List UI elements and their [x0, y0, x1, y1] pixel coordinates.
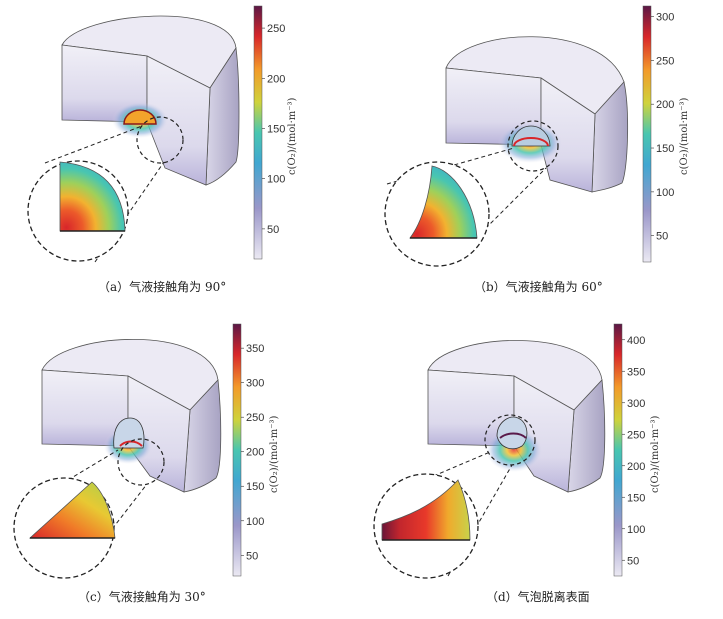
- colorbar-tick-label: 350: [246, 343, 264, 355]
- zoom-line-bottom: [94, 161, 165, 263]
- colorbar-ticks: 250 200 150 100 50: [262, 23, 285, 236]
- model-c: 350 300 250 200 150 100 50 c(O₂)/(mol·m⁻³): [13, 323, 280, 579]
- zoom-source-circle: [136, 116, 184, 164]
- colorbar-tick-label: 100: [246, 516, 264, 528]
- colorbar-tick-label: 250: [246, 412, 264, 424]
- colorbar-tick-label: 200: [267, 73, 285, 85]
- panel-d: 400 350 300 250 200 150 100 50 c(O₂)/(mol·m⁻³) …: [362, 318, 723, 619]
- colorbar-tick-label: 150: [267, 123, 285, 135]
- colorbar-tick-label: 100: [627, 524, 645, 536]
- colorbar-tick-label: 250: [627, 429, 645, 441]
- colorbar-title: c(O₂)/(mol·m⁻³): [287, 97, 298, 175]
- colorbar-title: c(O₂)/(mol·m⁻³): [679, 97, 690, 175]
- model-a: 250 200 150 100 50 c(O₂)/(mol·m⁻³): [27, 5, 298, 263]
- cylinder-side: [205, 46, 240, 186]
- colorbar-tick-label: 50: [627, 555, 639, 567]
- colorbar-tick-label: 200: [246, 447, 264, 459]
- colorbar-title: c(O₂)/(mol·m⁻³): [269, 415, 280, 493]
- panel-a: 250 200 150 100 50 c(O₂)/(mol·m⁻³) （a）气液接触角为…: [0, 0, 361, 300]
- caption-d: （d）气泡脱离表面: [486, 590, 590, 604]
- colorbar-tick-label: 100: [267, 174, 285, 186]
- colorbar-tick-label: 300: [627, 398, 645, 410]
- caption-a: （a）气液接触角为 90°: [98, 280, 227, 294]
- model-b: 300 250 200 150 100 50 c(O₂)/(mol·m⁻³): [384, 5, 690, 267]
- panel-c: 350 300 250 200 150 100 50 c(O₂)/(mol·m⁻³) （c）…: [0, 318, 361, 619]
- colorbar-tick-label: 300: [656, 12, 674, 24]
- colorbar: [253, 5, 263, 260]
- zoom-detail: [59, 161, 126, 232]
- colorbar-tick-label: 50: [656, 231, 668, 243]
- colorbar-tick-label: 350: [627, 366, 645, 378]
- colorbar-tick-label: 400: [627, 335, 645, 347]
- colorbar-tick-label: 150: [627, 492, 645, 504]
- colorbar-tick-label: 200: [656, 99, 674, 111]
- colorbar-tick-label: 250: [267, 23, 285, 35]
- colorbar-tick-label: 150: [656, 143, 674, 155]
- model-d: 400 350 300 250 200 150 100 50 c(O₂)/(mol·m⁻³): [373, 323, 661, 579]
- colorbar-tick-label: 50: [246, 550, 258, 562]
- caption-c: （c）气液接触角为 30°: [78, 590, 206, 604]
- colorbar-tick-label: 150: [246, 481, 264, 493]
- caption-b: （b）气液接触角为 60°: [474, 280, 603, 294]
- panel-b: 300 250 200 150 100 50 c(O₂)/(mol·m⁻³) （b）气液接…: [362, 0, 723, 300]
- bubble: [123, 109, 157, 125]
- colorbar-tick-label: 50: [267, 224, 279, 236]
- colorbar-tick-label: 250: [656, 55, 674, 67]
- zoom-line-top: [44, 125, 143, 164]
- colorbar-tick-label: 100: [656, 187, 674, 199]
- colorbar-tick-label: 200: [627, 461, 645, 473]
- colorbar-tick-label: 300: [246, 378, 264, 390]
- colorbar-title: c(O₂)/(mol·m⁻³): [650, 415, 661, 493]
